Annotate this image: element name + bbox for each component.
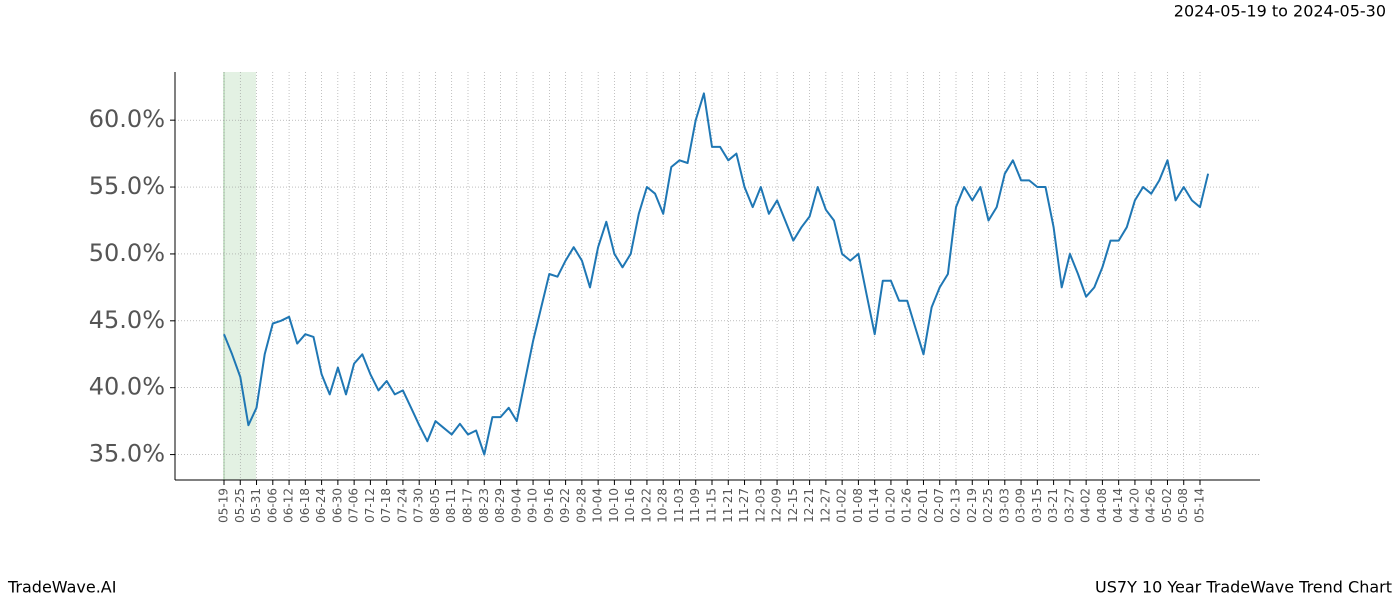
date-range: 2024-05-19 to 2024-05-30 (1174, 2, 1386, 21)
x-tick-label: 11-21 (721, 488, 735, 523)
x-tick-label: 06-12 (282, 488, 296, 523)
trend-line (223, 92, 1210, 456)
x-tick-label: 09-22 (558, 488, 572, 523)
x-tick-label: 11-15 (705, 488, 719, 523)
x-tick-label: 09-28 (574, 488, 588, 523)
x-tick-label: 01-26 (900, 488, 914, 523)
x-tick-label: 10-16 (623, 488, 637, 523)
x-tick-label: 03-09 (1014, 488, 1028, 523)
x-tick-label: 05-31 (249, 488, 263, 523)
x-tick-label: 07-12 (363, 488, 377, 523)
x-tick-label: 11-03 (672, 488, 686, 523)
x-tick-label: 03-03 (997, 488, 1011, 523)
y-tick-label: 45.0% (89, 306, 165, 334)
x-tick-label: 02-07 (932, 488, 946, 523)
x-tick-label: 03-15 (1030, 488, 1044, 523)
x-tick-label: 01-20 (883, 488, 897, 523)
x-tick-label: 11-09 (688, 488, 702, 523)
x-tick-label: 10-04 (591, 488, 605, 523)
x-tick-label: 08-05 (428, 488, 442, 523)
x-tick-label: 05-02 (1160, 488, 1174, 523)
x-tick-label: 02-01 (916, 488, 930, 523)
x-tick-label: 09-16 (542, 488, 556, 523)
x-tick-label: 01-02 (835, 488, 849, 523)
x-tick-label: 05-19 (217, 488, 231, 523)
brand: TradeWave.AI (7, 578, 116, 597)
x-tick-label: 11-27 (737, 488, 751, 523)
x-tick-label: 02-13 (949, 488, 963, 523)
x-tick-label: 12-27 (818, 488, 832, 523)
y-tick-label: 60.0% (89, 105, 165, 133)
x-tick-label: 12-03 (753, 488, 767, 523)
x-tick-label: 02-25 (981, 488, 995, 523)
x-tick-label: 04-02 (1079, 488, 1093, 523)
x-tick-label: 12-15 (786, 488, 800, 523)
x-tick-label: 12-09 (770, 488, 784, 523)
x-tick-label: 05-08 (1176, 488, 1190, 523)
x-tick-label: 04-14 (1111, 488, 1125, 523)
y-tick-label: 50.0% (89, 239, 165, 267)
x-tick-label: 03-27 (1062, 488, 1076, 523)
x-tick-label: 01-08 (851, 488, 865, 523)
x-tick-label: 10-22 (639, 488, 653, 523)
chart-title: US7Y 10 Year TradeWave Trend Chart (1095, 578, 1392, 597)
x-tick-label: 07-18 (379, 488, 393, 523)
x-tick-label: 05-25 (233, 488, 247, 523)
x-tick-label: 06-30 (330, 488, 344, 523)
x-tick-label: 09-04 (509, 488, 523, 523)
x-tick-label: 08-23 (477, 488, 491, 523)
x-tick-label: 03-21 (1046, 488, 1060, 523)
y-tick-label: 35.0% (89, 440, 165, 468)
x-tick-label: 12-21 (802, 488, 816, 523)
x-tick-label: 08-29 (493, 488, 507, 523)
x-tick-label: 06-18 (298, 488, 312, 523)
x-tick-label: 04-08 (1095, 488, 1109, 523)
y-tick-label: 55.0% (89, 172, 165, 200)
x-tick-label: 06-06 (265, 488, 279, 523)
x-tick-label: 07-06 (347, 488, 361, 523)
x-tick-label: 05-14 (1193, 488, 1207, 523)
x-tick-label: 08-11 (444, 488, 458, 523)
x-tick-label: 01-14 (867, 488, 881, 523)
x-tick-label: 02-19 (965, 488, 979, 523)
x-tick-label: 07-24 (395, 488, 409, 523)
x-tick-label: 10-28 (656, 488, 670, 523)
plot: 35.0% 40.0% 45.0% 50.0% 55.0% 60.0% 05-19 05-25… (89, 72, 1260, 523)
x-tick-label: 04-20 (1127, 488, 1141, 523)
x-tick-label: 04-26 (1144, 488, 1158, 523)
x-tick-label: 10-10 (607, 488, 621, 523)
x-tick-label: 06-24 (314, 488, 328, 523)
x-tick-label: 09-10 (526, 488, 540, 523)
x-tick-label: 07-30 (412, 488, 426, 523)
x-tick-label: 08-17 (461, 488, 475, 523)
y-tick-label: 40.0% (89, 373, 165, 401)
